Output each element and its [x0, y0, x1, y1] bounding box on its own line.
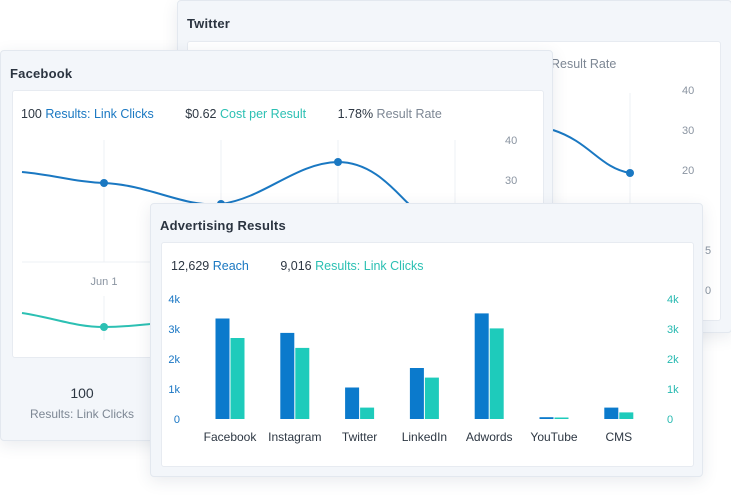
- bar-chart-ytick-right: 4k: [667, 294, 679, 306]
- facebook-metric-result-rate: 1.78% Result Rate: [337, 107, 442, 121]
- bar-cms-reach: [604, 407, 619, 419]
- bar-linkedin-link-clicks: [424, 377, 439, 419]
- bar-chart-xtick-facebook: Facebook: [204, 430, 258, 444]
- facebook-card-title: Facebook: [10, 66, 73, 81]
- facebook-ytick: 30: [505, 175, 517, 187]
- facebook-data-point: [100, 179, 108, 187]
- bar-youtube-link-clicks: [554, 417, 569, 419]
- twitter-ytick: 40: [682, 85, 694, 97]
- advertising-card-title: Advertising Results: [160, 218, 286, 233]
- bar-chart-ytick-left: 0: [174, 414, 180, 426]
- bar-chart-xtick-youtube: YouTube: [530, 430, 577, 444]
- bar-adwords-reach: [474, 313, 489, 419]
- bar-chart-ytick-left: 2k: [168, 354, 180, 366]
- bar-youtube-reach: [539, 417, 554, 419]
- bar-chart-ytick-left: 1k: [168, 384, 180, 396]
- bar-linkedin-reach: [409, 368, 424, 419]
- bar-instagram-reach: [280, 332, 295, 419]
- bar-chart-ytick-right: 2k: [667, 354, 679, 366]
- bar-twitter-link-clicks: [360, 407, 375, 419]
- advertising-metrics: 12,629 Reach 9,016 Results: Link Clicks: [171, 259, 451, 273]
- twitter-metric-result-rate: Result Rate: [551, 57, 616, 71]
- bar-facebook-reach: [215, 318, 230, 419]
- facebook-data-point-teal: [100, 323, 108, 331]
- facebook-ytick: 40: [505, 135, 517, 147]
- bar-adwords-link-clicks: [489, 328, 504, 419]
- facebook-summary-label: Results: Link Clicks: [29, 407, 135, 421]
- advertising-metric-link-clicks: 9,016 Results: Link Clicks: [280, 259, 424, 273]
- facebook-metrics: 100 Results: Link Clicks $0.62 Cost per …: [21, 107, 470, 121]
- twitter-card-title: Twitter: [187, 16, 231, 31]
- advertising-metric-reach: 12,629 Reach: [171, 259, 249, 273]
- bar-chart-xtick-cms: CMS: [605, 430, 632, 444]
- twitter-ytick: 20: [682, 165, 694, 177]
- twitter-ytick: 0: [705, 285, 711, 297]
- bar-chart-ytick-left: 3k: [168, 324, 180, 336]
- bar-twitter-reach: [345, 387, 360, 419]
- bar-chart-xtick-adwords: Adwords: [466, 430, 513, 444]
- twitter-ytick: 30: [682, 125, 694, 137]
- facebook-summary-stat: 100 Results: Link Clicks: [12, 385, 152, 421]
- bar-chart-ytick-left: 4k: [168, 294, 180, 306]
- twitter-metric-label: Result Rate: [551, 57, 617, 71]
- facebook-data-point: [334, 158, 342, 166]
- bar-chart-xtick-linkedin: LinkedIn: [402, 430, 447, 444]
- facebook-metric-link-clicks: 100 Results: Link Clicks: [21, 107, 154, 121]
- bar-chart-ytick-right: 3k: [667, 324, 679, 336]
- bar-chart-ytick-right: 0: [667, 414, 673, 426]
- advertising-chart-panel: [161, 242, 694, 467]
- facebook-xtick: Jun 1: [91, 276, 118, 288]
- bar-chart-xtick-twitter: Twitter: [342, 430, 377, 444]
- facebook-summary-value: 100: [70, 385, 94, 401]
- facebook-metric-cost-per-result: $0.62 Cost per Result: [185, 107, 307, 121]
- twitter-ytick: 5: [705, 245, 711, 257]
- bar-cms-link-clicks: [619, 412, 634, 419]
- bar-facebook-link-clicks: [230, 338, 245, 419]
- bar-instagram-link-clicks: [295, 347, 310, 419]
- twitter-data-point: [626, 169, 634, 177]
- twitter-series-line: [552, 129, 631, 174]
- bar-chart-ytick-right: 1k: [667, 384, 679, 396]
- bar-chart-xtick-instagram: Instagram: [268, 430, 321, 444]
